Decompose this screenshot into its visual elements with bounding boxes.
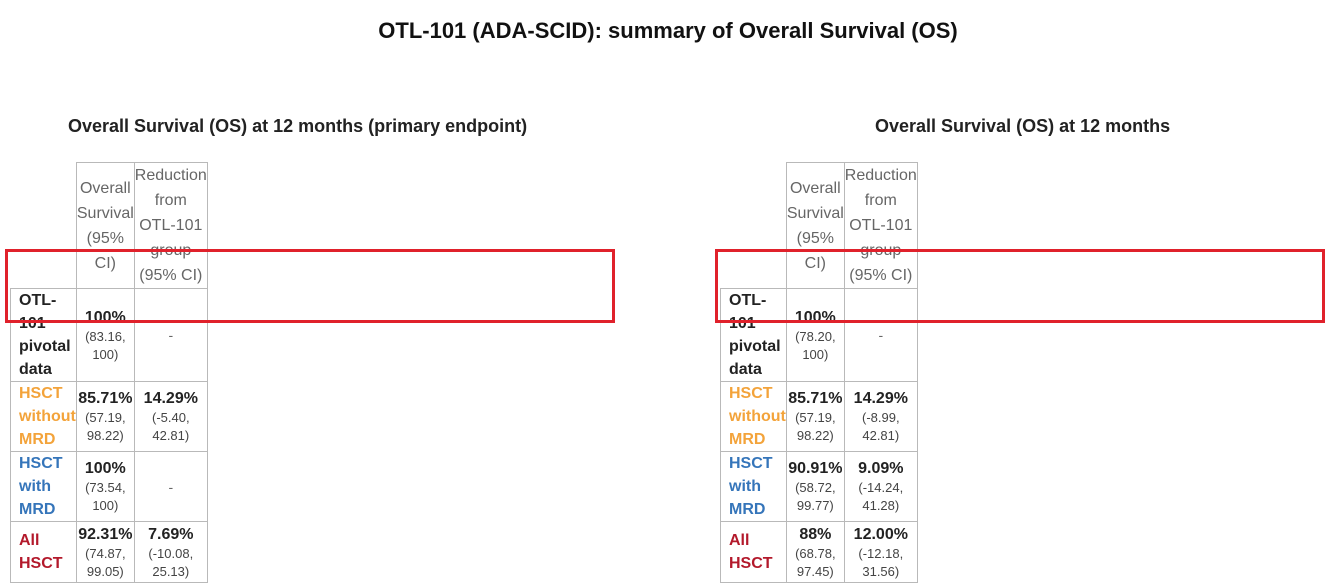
reduction-value: 7.69%: [148, 525, 194, 543]
os-ci: (73.54, 100): [85, 480, 126, 513]
row-label-line: OTL-101: [729, 292, 767, 332]
os-cell: 90.91% (58.72, 99.77): [785, 451, 845, 522]
os-value: 90.91%: [788, 460, 843, 477]
reduction-cell: 7.69% (-10.08, 25.13): [133, 521, 208, 583]
empty-dash: -: [878, 327, 884, 343]
panel-subtitle: Overall Survival (OS) at 12 months: [875, 116, 1171, 136]
os-ci: (83.16, 100): [85, 328, 126, 362]
reduction-cell: -: [843, 288, 918, 382]
os-cell: 85.71% (57.19, 98.22): [785, 381, 845, 452]
table-row: All HSCT 88% (68.78, 97.45) 12.00% (-12.…: [720, 521, 918, 583]
reduction-value: 12.00%: [853, 525, 908, 543]
table-row: HSCT with MRD 100% (73.54, 100) -: [10, 451, 208, 522]
header-line: (95% CI): [849, 267, 913, 284]
header-line: OTL-101 group: [139, 217, 203, 259]
os-cell: 92.31% (74.87, 99.05): [75, 521, 135, 583]
os-value: 85.71%: [788, 390, 843, 407]
os-ci: (58.72, 99.77): [795, 480, 836, 513]
page-title: OTL-101 (ADA-SCID): summary of Overall S…: [378, 18, 958, 43]
os-ci: (57.19, 98.22): [795, 410, 836, 443]
table-row: OTL-101 pivotal data 100% (78.20, 100) -: [720, 288, 918, 382]
reduction-cell: -: [133, 288, 208, 382]
reduction-ci: (-10.08, 25.13): [148, 545, 194, 579]
os-ci: (78.20, 100): [795, 328, 836, 362]
reduction-ci: (-14.24, 41.28): [858, 480, 904, 513]
highlight-box: [5, 249, 615, 323]
header-overall-survival: Overall Survival (95% CI): [75, 162, 135, 289]
row-label-hsct-without-mrd: HSCT without MRD: [720, 381, 787, 452]
reduction-cell: 14.29% (-8.99, 42.81): [843, 381, 918, 452]
table-row: All HSCT 92.31% (74.87, 99.05) 7.69% (-1…: [10, 521, 208, 583]
table-row: HSCT with MRD 90.91% (58.72, 99.77) 9.09…: [720, 451, 918, 522]
header-reduction: Reduction from OTL-101 group (95% CI): [843, 162, 918, 289]
reduction-cell: 14.29% (-5.40, 42.81): [133, 381, 208, 452]
highlight-box: [715, 249, 1325, 323]
os-value: 88%: [799, 525, 832, 543]
reduction-ci: (-8.99, 42.81): [862, 410, 900, 443]
reduction-value: 14.29%: [143, 390, 198, 407]
row-label-hsct-without-mrd: HSCT without MRD: [10, 381, 77, 452]
reduction-cell: 12.00% (-12.18, 31.56): [843, 521, 918, 583]
header-line: (95% CI): [796, 229, 834, 272]
header-line: (95% CI): [86, 229, 124, 272]
row-label-all-hsct: All HSCT: [10, 521, 77, 583]
os-value: 92.31%: [78, 525, 133, 543]
header-line: Reduction from: [844, 167, 917, 209]
empty-dash: -: [168, 327, 174, 343]
os-ci: (57.19, 98.22): [85, 410, 126, 443]
row-label-line: pivotal data: [19, 338, 71, 378]
reduction-ci: (-12.18, 31.56): [858, 545, 904, 579]
empty-dash: -: [168, 478, 174, 495]
os-ci: (74.87, 99.05): [85, 545, 126, 579]
table-row: HSCT without MRD 85.71% (57.19, 98.22) 1…: [720, 381, 918, 452]
os-value: 100%: [84, 460, 126, 477]
os-table: Overall Survival (95% CI) Reduction from…: [720, 162, 918, 583]
os-cell: 100% (73.54, 100): [75, 451, 135, 522]
row-label-line: OTL-101: [19, 292, 57, 332]
os-cell: 88% (68.78, 97.45): [785, 521, 845, 583]
table-header-row: Overall Survival (95% CI) Reduction from…: [11, 162, 208, 289]
table-header-row: Overall Survival (95% CI) Reduction from…: [721, 162, 918, 289]
row-label-all-hsct: All HSCT: [720, 521, 787, 583]
header-line: Reduction from: [134, 167, 207, 209]
reduction-cell: 9.09% (-14.24, 41.28): [843, 451, 918, 522]
row-label-hsct-with-mrd: HSCT with MRD: [10, 451, 77, 522]
row-label-otl101: OTL-101 pivotal data: [720, 288, 787, 382]
os-ci: (68.78, 97.45): [795, 545, 836, 579]
os-cell: 100% (78.20, 100): [785, 288, 845, 382]
header-line: Overall Survival: [76, 179, 134, 222]
panel-subtitle: Overall Survival (OS) at 12 months (prim…: [68, 116, 528, 136]
table-row: OTL-101 pivotal data 100% (83.16, 100) -: [10, 288, 208, 382]
row-label-hsct-with-mrd: HSCT with MRD: [720, 451, 787, 522]
table-row: HSCT without MRD 85.71% (57.19, 98.22) 1…: [10, 381, 208, 452]
os-cell: 100% (83.16, 100): [75, 288, 135, 382]
row-label-line: pivotal data: [729, 338, 781, 378]
header-line: Overall Survival: [786, 179, 844, 222]
reduction-cell: -: [133, 451, 208, 522]
os-value: 85.71%: [78, 390, 133, 407]
os-cell: 85.71% (57.19, 98.22): [75, 381, 135, 452]
reduction-value: 14.29%: [853, 390, 908, 407]
os-table: Overall Survival (95% CI) Reduction from…: [10, 162, 208, 583]
reduction-value: 9.09%: [858, 460, 904, 477]
header-line: (95% CI): [139, 267, 203, 284]
reduction-ci: (-5.40, 42.81): [152, 410, 190, 443]
row-label-otl101: OTL-101 pivotal data: [10, 288, 77, 382]
